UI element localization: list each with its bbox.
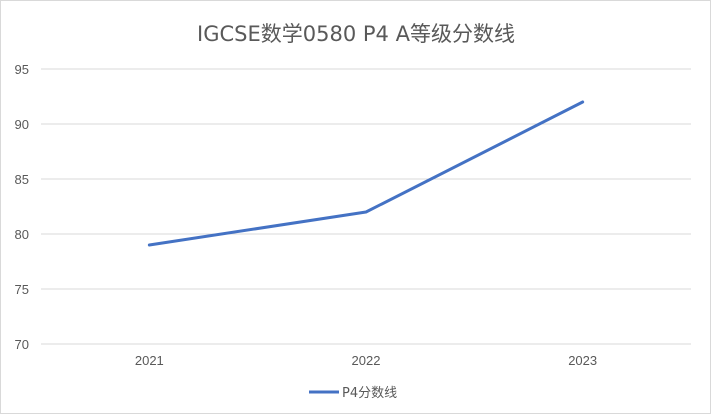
y-tick-label: 70: [15, 337, 29, 352]
legend: P4分数线: [309, 386, 397, 401]
y-tick-label: 85: [15, 172, 29, 187]
y-tick-label: 75: [15, 282, 29, 297]
legend-label: P4分数线: [342, 386, 397, 401]
x-tick-label: 2023: [568, 353, 597, 368]
series-line: [147, 100, 585, 247]
series-layer: [147, 100, 585, 247]
y-axis-ticks: 70 75 80 85 90 95: [15, 62, 29, 352]
y-tick-label: 90: [15, 117, 29, 132]
x-tick-label: 2022: [352, 353, 381, 368]
chart-title: IGCSE数学0580 P4 A等级分数线: [197, 22, 515, 46]
x-axis-ticks: 2021 2022 2023: [135, 353, 597, 368]
y-tick-label: 80: [15, 227, 29, 242]
gridlines: [41, 68, 691, 345]
y-tick-label: 95: [15, 62, 29, 77]
x-tick-label: 2021: [135, 353, 164, 368]
